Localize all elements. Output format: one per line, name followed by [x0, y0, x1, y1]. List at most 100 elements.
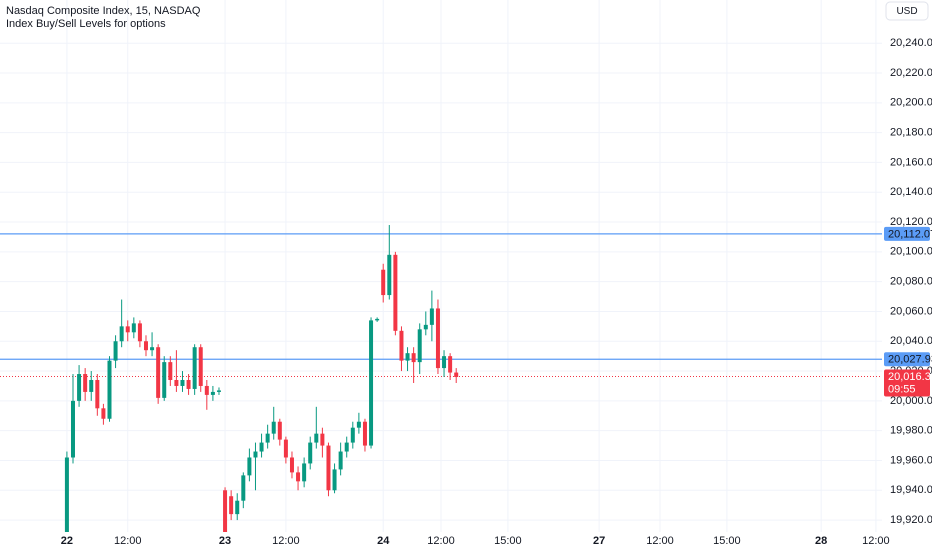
candle-body: [387, 254, 392, 296]
level-label-bg: [884, 352, 930, 367]
candles: [64, 225, 459, 532]
x-tick-label: 12:00: [646, 535, 674, 547]
x-tick-label: 15:00: [494, 535, 522, 547]
candle-body: [101, 408, 106, 419]
indicator-name: Index Buy/Sell Levels for options: [6, 18, 166, 30]
candle-body: [356, 421, 361, 428]
candle-body: [113, 341, 118, 361]
candle-body: [289, 457, 294, 473]
current-price-bg: [884, 369, 930, 397]
y-tick-label: 19,980.00: [890, 425, 932, 437]
candle-body: [448, 356, 453, 373]
y-tick-label: 20,100.00: [890, 246, 932, 258]
candle-body: [223, 490, 228, 532]
y-tick-label: 20,240.00: [890, 37, 932, 49]
candle-body: [143, 341, 148, 351]
candle-body: [162, 362, 167, 398]
candle-body: [308, 442, 313, 464]
candle-body: [393, 254, 398, 331]
candle-body: [454, 372, 459, 378]
candle-body: [362, 421, 367, 446]
level-label-bg: [884, 226, 930, 241]
candle-body: [216, 390, 221, 392]
candle-body: [95, 380, 100, 409]
candle-body: [229, 496, 234, 515]
candle-body: [429, 308, 434, 325]
candle-body: [77, 374, 82, 401]
levels: [0, 233, 882, 377]
level-label: 20,112.07: [888, 228, 932, 240]
y-tick-label: 19,960.00: [890, 454, 932, 466]
y-tick-label: 20,120.00: [890, 216, 932, 228]
candle-body: [247, 457, 252, 476]
currency-label[interactable]: USD: [896, 6, 917, 17]
x-tick-label: 24: [377, 535, 390, 547]
x-tick-label: 23: [219, 535, 231, 547]
candle-body: [411, 353, 416, 363]
candle-body: [350, 427, 355, 443]
candle-body: [168, 362, 173, 380]
candle-body: [399, 330, 404, 361]
candle-body: [125, 326, 130, 333]
candle-body: [180, 380, 185, 386]
candle-body: [204, 385, 209, 395]
candle-body: [192, 347, 197, 389]
current-price-label: 20,016.37: [888, 371, 932, 383]
level-label: 20,027.93: [888, 354, 932, 366]
candle-body: [253, 451, 258, 458]
currency-button[interactable]: [885, 1, 929, 21]
x-tick-label: 15:00: [713, 535, 741, 547]
y-tick-label: 20,060.00: [890, 305, 932, 317]
candle-body: [296, 472, 301, 482]
x-tick-label: 12:00: [114, 535, 142, 547]
candle-body: [198, 347, 203, 386]
candle-body: [435, 308, 440, 369]
y-tick-label: 20,160.00: [890, 156, 932, 168]
y-tick-label: 20,200.00: [890, 97, 932, 109]
candle-body: [174, 380, 179, 386]
candle-body: [64, 457, 69, 532]
y-tick-label: 19,920.00: [890, 514, 932, 526]
candle-body: [277, 421, 282, 440]
y-tick-label: 20,140.00: [890, 186, 932, 198]
x-tick-label: 28: [815, 535, 827, 547]
x-tick-label: 27: [593, 535, 605, 547]
candle-body: [320, 433, 325, 446]
y-tick-label: 20,080.00: [890, 276, 932, 288]
candle-body: [83, 374, 88, 392]
candle-body: [241, 475, 246, 501]
candle-body: [314, 433, 319, 443]
candle-body: [405, 353, 410, 361]
y-tick-label: 20,040.00: [890, 335, 932, 347]
candle-body: [283, 439, 288, 458]
candle-body: [332, 469, 337, 491]
axes: 19,920.00 19,940.00 19,960.00 19,980.00 20,0…: [61, 37, 932, 547]
candle-body: [186, 380, 191, 389]
y-tick-label: 19,940.00: [890, 484, 932, 496]
candle-body: [150, 347, 155, 351]
candle-body: [119, 326, 124, 342]
candle-body: [381, 269, 386, 296]
candle-body: [423, 324, 428, 330]
candle-body: [417, 329, 422, 363]
candle-body: [210, 391, 215, 395]
candle-body: [271, 421, 276, 434]
y-tick-label: 20,220.00: [890, 67, 932, 79]
candle-body: [89, 380, 94, 392]
candle-body: [326, 445, 331, 491]
candle-body: [235, 500, 240, 515]
candle-body: [265, 433, 270, 443]
candle-body: [156, 347, 161, 398]
x-tick-label: 12:00: [272, 535, 300, 547]
chart-title: Nasdaq Composite Index, 15, NASDAQ: [6, 5, 201, 17]
y-tick-label: 20,180.00: [890, 127, 932, 139]
candle-body: [302, 463, 307, 482]
x-tick-label: 22: [61, 535, 73, 547]
x-tick-label: 12:00: [862, 535, 890, 547]
candle-body: [107, 360, 112, 419]
candle-body: [70, 400, 75, 458]
candle-body: [442, 356, 447, 369]
candle-body: [131, 323, 136, 333]
candle-body: [259, 442, 264, 452]
